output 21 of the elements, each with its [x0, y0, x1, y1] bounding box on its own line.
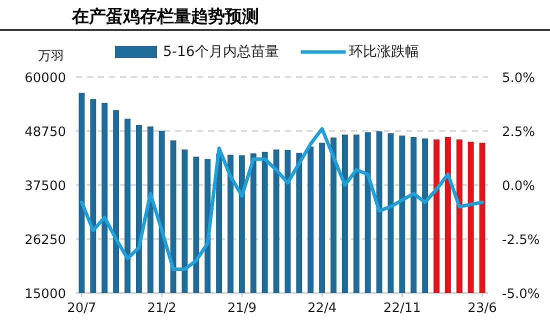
- y2-tick-label: 5.0%: [502, 71, 536, 86]
- y-tick-label: 15000: [24, 287, 66, 302]
- x-tick-label: 20/7: [67, 301, 96, 316]
- chart-title: 在产蛋鸡存栏量趋势预测: [71, 7, 259, 27]
- x-tick-label: 21/9: [227, 301, 257, 316]
- x-tick-label: 22/11: [383, 301, 421, 316]
- x-tick-label: 21/2: [147, 301, 176, 316]
- y-tick-label: 26250: [24, 233, 66, 248]
- line-series: [80, 127, 484, 271]
- x-tick-label: 23/6: [468, 301, 497, 316]
- y2-tick-label: 2.5%: [502, 125, 536, 140]
- y2-tick-label: -2.5%: [502, 233, 540, 248]
- y2-tick-label: 0.0%: [502, 179, 536, 194]
- y-tick-label: 48750: [24, 125, 66, 140]
- y-axis-title: 万羽: [38, 49, 64, 64]
- y-tick-label: 37500: [24, 179, 66, 194]
- legend-label: 5-16个月内总苗量: [163, 44, 279, 60]
- y2-tick-label: -5.0%: [502, 287, 540, 302]
- legend-label: 环比涨跌幅: [348, 44, 419, 60]
- y-tick-label: 60000: [24, 71, 66, 86]
- x-tick-label: 22/4: [307, 301, 337, 316]
